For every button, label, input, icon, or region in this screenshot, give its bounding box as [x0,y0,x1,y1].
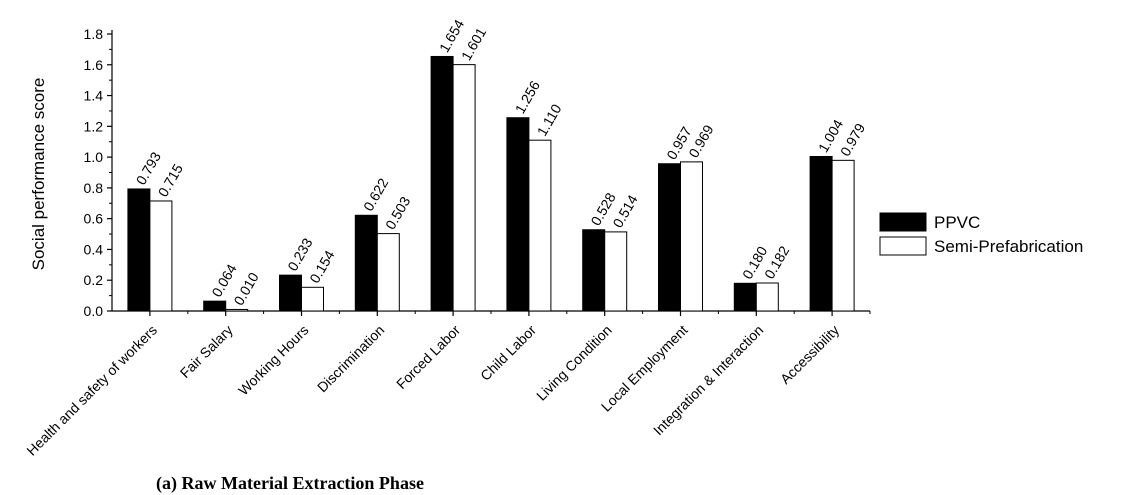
data-label: 0.154 [306,247,337,286]
y-tick-label: 1.2 [84,118,104,134]
y-tick-label: 1.0 [84,149,104,165]
bar-semi-prefabrication [680,161,703,312]
plot-area: 0.00.20.40.60.81.01.21.41.61.80.7930.715… [23,16,871,459]
x-category-label: Discrimination [314,322,387,395]
y-tick-label: 0.6 [84,211,104,227]
x-category-label: Fair Salary [177,322,236,381]
data-label: 1.110 [534,101,565,139]
y-tick-label: 0.8 [84,180,104,196]
data-label: 0.715 [155,161,186,200]
bar-semi-prefabrication [225,308,249,312]
legend-swatch-semi-prefabrication [879,236,927,256]
bar-semi-prefabrication [604,231,628,312]
data-label: 0.969 [685,122,716,161]
bar-semi-prefabrication [376,233,400,312]
x-category-label: Living Condition [533,322,615,404]
bar-semi-prefabrication [301,286,324,312]
legend-label-semi-prefabrication: Semi-Prefabrication [934,237,1083,256]
y-axis-title: Social performance score [29,78,48,271]
y-tick-label: 1.4 [84,88,104,104]
bar-semi-prefabrication [755,282,779,312]
data-label: 0.503 [382,194,413,233]
bar-semi-prefabrication [528,139,552,312]
x-category-label: Forced Labor [393,322,463,392]
bar-ppvc [658,163,681,312]
y-tick-label: 1.8 [84,26,104,42]
legend-swatch-ppvc [879,212,927,232]
bar-ppvc [279,274,302,312]
bar-ppvc [127,188,151,312]
x-category-label: Working Hours [235,322,312,399]
bar-ppvc [733,282,757,312]
legend-label-ppvc: PPVC [934,213,980,232]
chart-caption: (a) Raw Material Extraction Phase [156,473,424,494]
x-category-label: Health and safety of workers [23,322,160,459]
y-tick-label: 0.2 [84,272,104,288]
bar-semi-prefabrication [149,200,173,312]
bar-semi-prefabrication [831,159,855,312]
bar-semi-prefabrication [452,64,476,312]
data-label: 0.622 [360,175,391,214]
bar-ppvc [354,214,378,312]
bar-ppvc [809,155,833,312]
y-tick-label: 1.6 [84,57,104,73]
data-label: 1.256 [512,78,543,117]
bar-ppvc [430,55,454,312]
bar-ppvc [203,300,227,312]
y-tick-label: 0.4 [84,241,104,257]
x-category-label: Child Labor [477,322,539,384]
legend: PPVC Semi-Prefabrication [879,212,1083,256]
x-category-label: Accessibility [777,322,842,387]
bar-ppvc [506,117,530,312]
y-tick-label: 0.0 [84,303,104,319]
bar-ppvc [582,229,606,312]
